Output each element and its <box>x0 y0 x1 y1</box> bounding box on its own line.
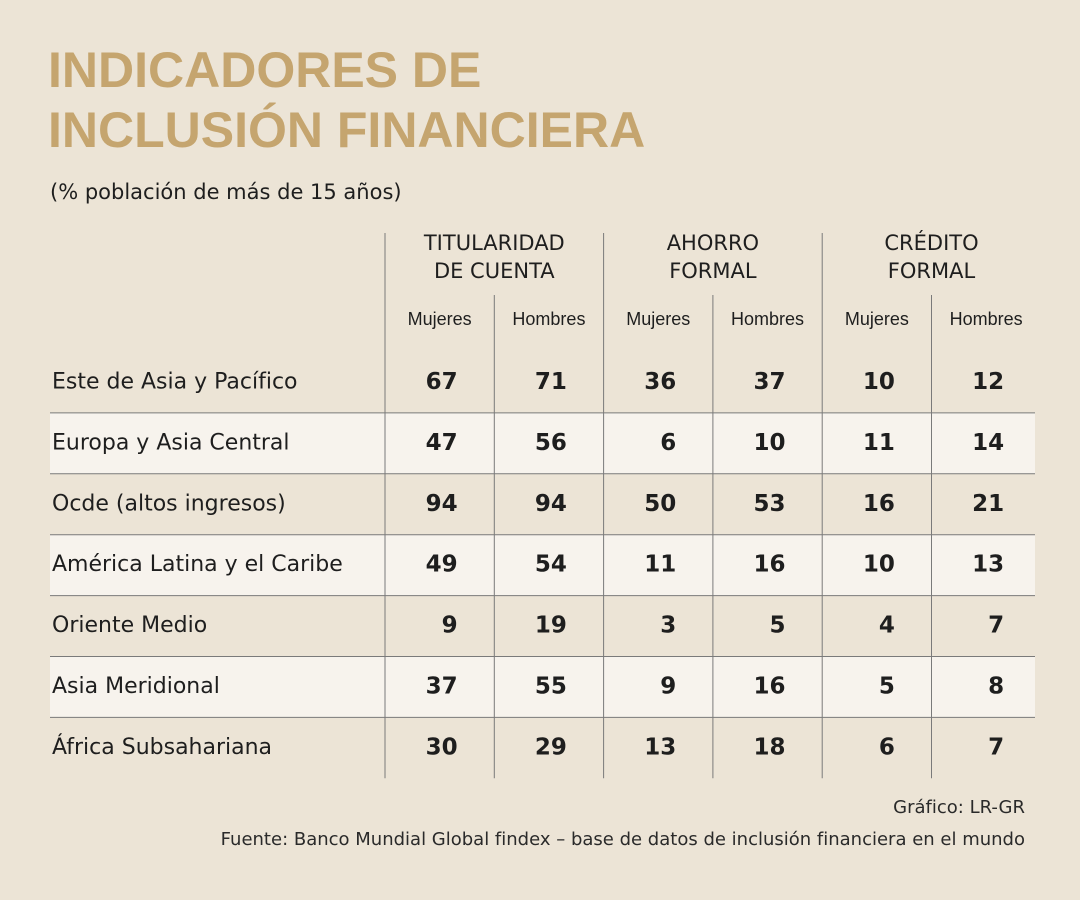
group-header: DE CUENTA <box>434 259 555 283</box>
cell-value: 94 <box>535 491 567 517</box>
cell-value: 10 <box>863 369 895 395</box>
row-label: Europa y Asia Central <box>52 430 290 455</box>
row-label: Ocde (altos ingresos) <box>52 491 286 516</box>
cell-value: 29 <box>535 734 567 760</box>
cell-value: 47 <box>426 430 458 456</box>
cell-value: 7 <box>988 613 1004 639</box>
row-stripe <box>50 656 1035 718</box>
cell-value: 37 <box>426 673 458 699</box>
row-stripe <box>50 534 1035 596</box>
cell-value: 49 <box>426 552 458 578</box>
cell-value: 50 <box>644 491 676 517</box>
cell-value: 16 <box>754 673 786 699</box>
source: Fuente: Banco Mundial Global findex – ba… <box>221 829 1025 850</box>
cell-value: 5 <box>770 613 786 639</box>
column-header: Hombres <box>950 309 1023 329</box>
row-label: Asia Meridional <box>52 674 220 699</box>
cell-value: 8 <box>988 673 1004 699</box>
cell-value: 18 <box>754 734 786 760</box>
row-label: Oriente Medio <box>52 613 207 638</box>
row-stripe <box>50 412 1035 474</box>
cell-value: 7 <box>988 734 1004 760</box>
cell-value: 4 <box>879 613 895 639</box>
cell-value: 16 <box>863 491 895 517</box>
cell-value: 16 <box>754 552 786 578</box>
cell-value: 53 <box>754 491 786 517</box>
cell-value: 11 <box>863 430 895 456</box>
cell-value: 19 <box>535 613 567 639</box>
group-header: FORMAL <box>888 259 976 283</box>
column-header: Mujeres <box>845 309 909 329</box>
column-header: Mujeres <box>408 309 472 329</box>
row-label: África Subsahariana <box>52 734 272 760</box>
column-header: Mujeres <box>626 309 690 329</box>
cell-value: 9 <box>660 673 676 699</box>
subtitle: (% población de más de 15 años) <box>50 180 402 204</box>
cell-value: 10 <box>863 552 895 578</box>
cell-value: 37 <box>754 369 786 395</box>
group-header: AHORRO <box>667 231 759 255</box>
cell-value: 14 <box>972 430 1004 456</box>
cell-value: 3 <box>660 613 676 639</box>
cell-value: 6 <box>879 734 895 760</box>
cell-value: 5 <box>879 673 895 699</box>
cell-value: 9 <box>442 613 458 639</box>
cell-value: 55 <box>535 673 567 699</box>
group-header: FORMAL <box>669 259 757 283</box>
credit: Gráfico: LR-GR <box>893 797 1025 818</box>
row-label: Este de Asia y Pacífico <box>52 369 298 394</box>
cell-value: 36 <box>644 369 676 395</box>
row-label: América Latina y el Caribe <box>52 552 343 577</box>
cell-value: 94 <box>426 491 458 517</box>
title-line: INDICADORES DE <box>48 42 481 98</box>
cell-value: 12 <box>972 369 1004 395</box>
cell-value: 56 <box>535 430 567 456</box>
cell-value: 21 <box>972 491 1004 517</box>
column-header: Hombres <box>731 309 804 329</box>
cell-value: 30 <box>426 734 458 760</box>
title-line: INCLUSIÓN FINANCIERA <box>48 102 645 158</box>
cell-value: 11 <box>644 552 676 578</box>
cell-value: 10 <box>754 430 786 456</box>
column-header: Hombres <box>512 309 585 329</box>
group-header: TITULARIDAD <box>423 231 565 255</box>
cell-value: 13 <box>644 734 676 760</box>
cell-value: 13 <box>972 552 1004 578</box>
cell-value: 6 <box>660 430 676 456</box>
cell-value: 54 <box>535 552 567 578</box>
cell-value: 71 <box>535 369 567 395</box>
group-header: CRÉDITO <box>884 230 978 255</box>
cell-value: 67 <box>426 369 458 395</box>
